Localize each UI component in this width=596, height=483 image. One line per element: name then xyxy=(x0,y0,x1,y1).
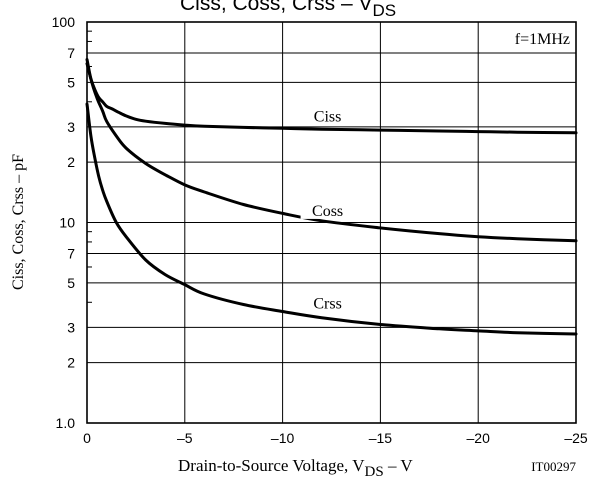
series-line-ciss xyxy=(85,62,578,135)
frequency-annotation: f=1MHz xyxy=(515,31,570,48)
series-label-coss: Coss xyxy=(312,203,343,220)
series-line-crss xyxy=(85,102,578,336)
x-tick-label: 0 xyxy=(83,430,91,446)
y-tick-label: 2 xyxy=(67,154,75,170)
y-tick-label: 3 xyxy=(67,319,75,335)
x-tick-label: –5 xyxy=(177,430,193,446)
series-labels: Ciss Coss Crss xyxy=(300,108,355,313)
y-tick-label: 10 xyxy=(59,215,75,231)
grid xyxy=(87,22,576,423)
y-tick-label: 5 xyxy=(67,275,75,291)
y-tick-label: 2 xyxy=(67,355,75,371)
chart-title: Ciss, Coss, Crss – VDS xyxy=(180,0,396,20)
x-axis-label-subscript: DS xyxy=(365,464,384,480)
series-label-background xyxy=(300,202,355,219)
series-label-background xyxy=(300,108,355,125)
plot-frame xyxy=(86,21,577,424)
x-tick-label: –15 xyxy=(369,430,393,446)
y-tick-label: 5 xyxy=(67,74,75,90)
chart-title-subscript: DS xyxy=(373,1,397,20)
series-line-coss xyxy=(85,58,578,243)
series-label-crss: Crss xyxy=(313,296,341,313)
y-tick-label: 3 xyxy=(67,119,75,135)
x-tick-label: –20 xyxy=(467,430,491,446)
y-axis-label: Ciss, Coss, Crss – pF xyxy=(10,154,27,290)
series-label-background xyxy=(300,295,355,312)
figure-code: IT00297 xyxy=(531,459,576,474)
chart-title-main: Ciss, Coss, Crss – V xyxy=(180,0,373,15)
y-tick-label: 7 xyxy=(67,246,75,262)
x-axis-label-main: Drain-to-Source Voltage, V xyxy=(178,456,365,475)
y-tick-label: 7 xyxy=(67,45,75,61)
series-label-ciss: Ciss xyxy=(314,108,342,125)
x-tick-label: –10 xyxy=(271,430,295,446)
x-axis-label: Drain-to-Source Voltage, VDS – V xyxy=(178,456,413,480)
y-tick-label: 100 xyxy=(52,14,76,30)
x-axis-label-unit: – V xyxy=(384,456,414,475)
series-curves xyxy=(85,58,578,336)
y-tick-label: 1.0 xyxy=(56,415,76,431)
x-tick-label: –25 xyxy=(564,430,588,446)
axis-ticks: 0 –5 –10 –15 –20 –25 1.0 2 3 5 7 10 2 3 5 7 100 xyxy=(52,14,588,446)
